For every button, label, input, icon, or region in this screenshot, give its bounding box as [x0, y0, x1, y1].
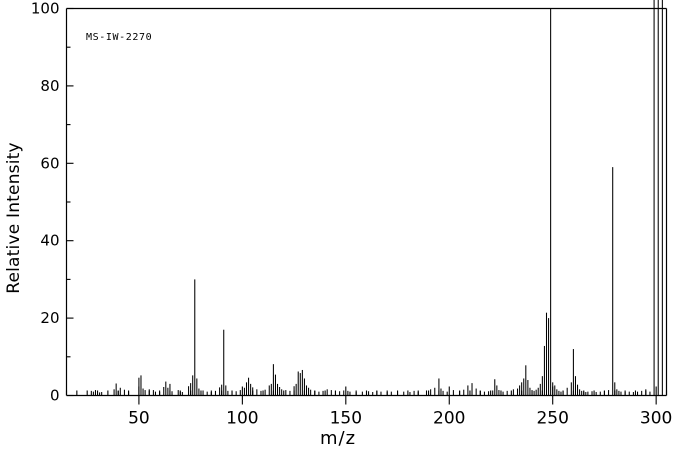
spectrum-annotation-label: MS-IW-2270 — [86, 32, 153, 43]
y-tick-label: 60 — [40, 154, 59, 172]
y-tick-label: 100 — [31, 0, 60, 18]
y-axis-label-holder: Relative Intensity — [0, 90, 126, 294]
y-tick-label: 20 — [40, 309, 59, 327]
x-tick-label: 100 — [226, 409, 258, 429]
x-tick-label: 150 — [330, 409, 362, 429]
x-tick-label: 300 — [640, 409, 672, 429]
y-tick-label: 40 — [40, 232, 59, 250]
x-tick-label: 250 — [536, 409, 568, 429]
x-axis-label: m/z — [319, 428, 357, 449]
peak-group — [90, 0, 663, 396]
x-tick-label: 50 — [128, 409, 150, 429]
y-tick-label: 80 — [40, 77, 59, 95]
spectrum-content: 0 20 40 60 80 100 50 100 150 200 250 300 — [31, 0, 672, 429]
y-tick-label: 0 — [50, 387, 60, 405]
x-tick-label: 200 — [433, 409, 465, 429]
